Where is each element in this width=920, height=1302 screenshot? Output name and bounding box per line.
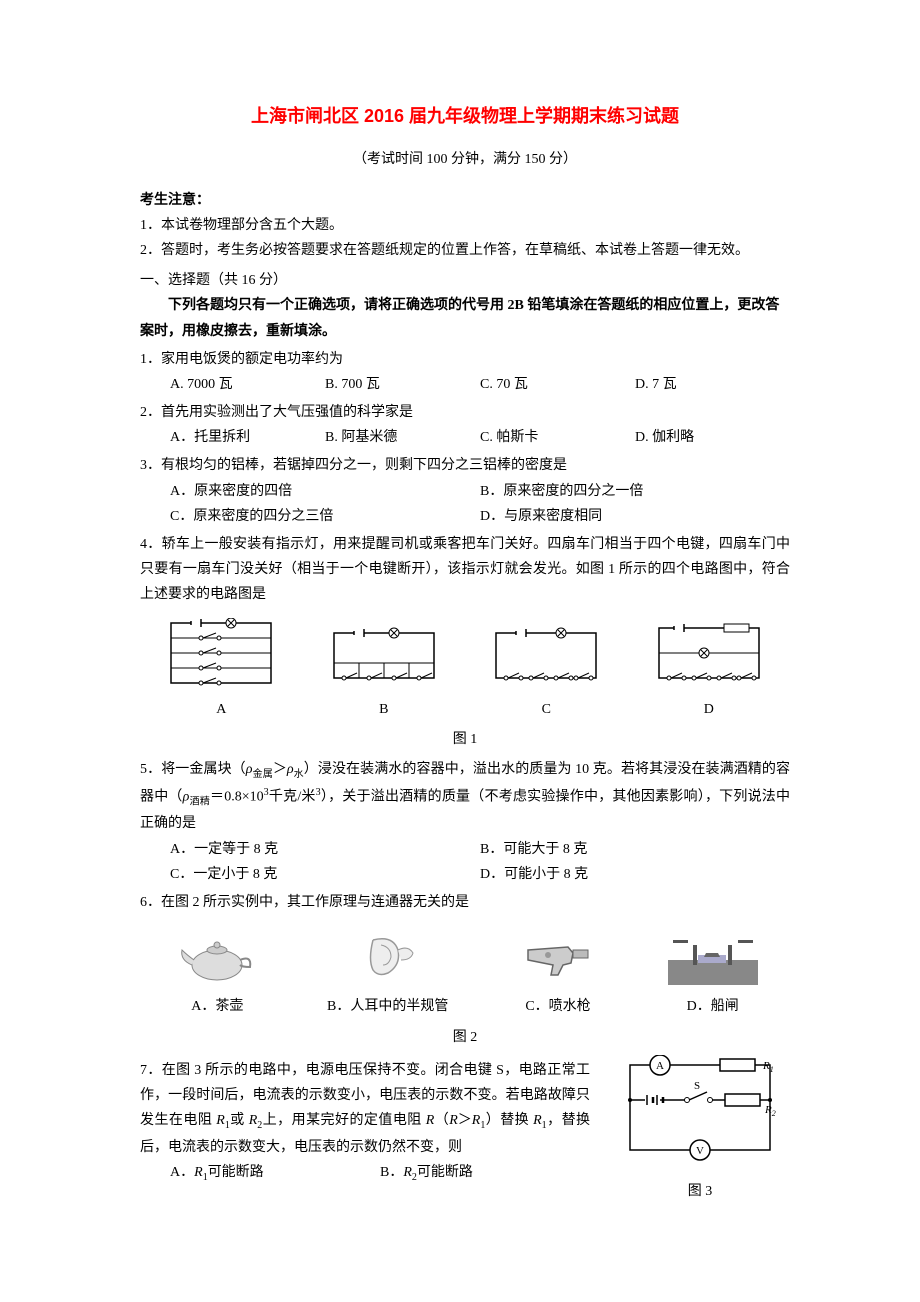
q5-options-row2: C．一定小于 8 克 D．可能小于 8 克: [170, 862, 790, 887]
notice-1: 1．本试卷物理部分含五个大题。: [140, 213, 790, 238]
q6-text: 6．在图 2 所示实例中，其工作原理与连通器无关的是: [140, 890, 790, 915]
page-subtitle: （考试时间 100 分钟，满分 150 分）: [140, 147, 790, 172]
page-title: 上海市闸北区 2016 届九年级物理上学期期末练习试题: [140, 100, 790, 132]
q1-option-d: D. 7 瓦: [635, 372, 790, 397]
q1-option-b: B. 700 瓦: [325, 372, 480, 397]
circuit-d-icon: [649, 618, 769, 688]
q3-text: 3．有根均匀的铝棒，若锯掉四分之一，则剩下四分之三铝棒的密度是: [140, 453, 790, 478]
q6-label-d: D．船闸: [668, 994, 758, 1019]
q5-text: 5．将一金属块（ρ金属＞ρ水）浸没在装满水的容器中，溢出水的质量为 10 克。若…: [140, 757, 790, 836]
q7-container: 7．在图 3 所示的电路中，电源电压保持不变。闭合电键 S，电路正常工作，一段时…: [140, 1055, 790, 1204]
q1-option-c: C. 70 瓦: [480, 372, 635, 397]
q4-fig-d: D: [628, 618, 791, 722]
q5-option-b: B．可能大于 8 克: [480, 837, 790, 862]
q7-figure-label: 图 3: [610, 1179, 790, 1204]
q4-figure-label: 图 1: [140, 727, 790, 752]
q4-text: 4．轿车上一般安装有指示灯，用来提醒司机或乘客把车门关好。四扇车门相当于四个电键…: [140, 532, 790, 608]
q5-options-row1: A．一定等于 8 克 B．可能大于 8 克: [170, 837, 790, 862]
ship-lock-icon: [668, 925, 758, 985]
q4-fig-c: C: [465, 618, 628, 722]
q3-option-a: A．原来密度的四倍: [170, 479, 480, 504]
q2-options: A．托里拆利 B. 阿基米德 C. 帕斯卡 D. 伽利略: [170, 425, 790, 450]
section1-instruction: 下列各题均只有一个正确选项，请将正确选项的代号用 2B 铅笔填涂在答题纸的相应位…: [140, 293, 790, 343]
q3-options-row1: A．原来密度的四倍 B．原来密度的四分之一倍: [170, 479, 790, 504]
q6-item-d: D．船闸: [668, 925, 758, 1019]
q1-options: A. 7000 瓦 B. 700 瓦 C. 70 瓦 D. 7 瓦: [170, 372, 790, 397]
circuit-b-icon: [324, 618, 444, 688]
q1-option-a: A. 7000 瓦: [170, 372, 325, 397]
q2-option-d: D. 伽利略: [635, 425, 790, 450]
q7-option-a: A．R1可能断路: [170, 1160, 380, 1187]
circuit-c-icon: [486, 618, 606, 688]
q4-figures: A B: [140, 618, 790, 722]
q4-label-c: C: [465, 697, 628, 722]
svg-text:V: V: [696, 1145, 704, 1157]
q6-item-c: C．喷水枪: [513, 925, 603, 1019]
q2-option-a: A．托里拆利: [170, 425, 325, 450]
notice-header: 考生注意：: [140, 188, 790, 213]
q3-option-c: C．原来密度的四分之三倍: [170, 504, 480, 529]
svg-text:A: A: [656, 1060, 664, 1072]
q2-text: 2．首先用实验测出了大气压强值的科学家是: [140, 400, 790, 425]
svg-text:R1: R1: [762, 1060, 774, 1074]
q2-option-c: C. 帕斯卡: [480, 425, 635, 450]
svg-text:R2: R2: [764, 1104, 776, 1118]
q6-label-a: A．茶壶: [172, 994, 262, 1019]
q7-figure: A R1 S R2 V: [610, 1055, 790, 1204]
ear-canal-icon: [343, 925, 433, 985]
q3-option-b: B．原来密度的四分之一倍: [480, 479, 790, 504]
q3-option-d: D．与原来密度相同: [480, 504, 790, 529]
q2-option-b: B. 阿基米德: [325, 425, 480, 450]
q7-text: 7．在图 3 所示的电路中，电源电压保持不变。闭合电键 S，电路正常工作，一段时…: [140, 1055, 590, 1204]
q3-options-row2: C．原来密度的四分之三倍 D．与原来密度相同: [170, 504, 790, 529]
q7-circuit-icon: A R1 S R2 V: [615, 1055, 785, 1165]
circuit-a-icon: [161, 618, 281, 688]
q1-text: 1．家用电饭煲的额定电功率约为: [140, 347, 790, 372]
section1-header: 一、选择题（共 16 分）: [140, 268, 790, 293]
q6-item-a: A．茶壶: [172, 925, 262, 1019]
q5-option-d: D．可能小于 8 克: [480, 862, 790, 887]
q6-label-b: B．人耳中的半规管: [327, 994, 448, 1019]
svg-text:S: S: [694, 1080, 700, 1092]
q4-label-a: A: [140, 697, 303, 722]
water-gun-icon: [513, 925, 603, 985]
q4-label-b: B: [303, 697, 466, 722]
q4-label-d: D: [628, 697, 791, 722]
q5-option-c: C．一定小于 8 克: [170, 862, 480, 887]
notice-2: 2．答题时，考生务必按答题要求在答题纸规定的位置上作答，在草稿纸、本试卷上答题一…: [140, 238, 790, 263]
teapot-icon: [172, 925, 262, 985]
q6-label-c: C．喷水枪: [513, 994, 603, 1019]
q5-option-a: A．一定等于 8 克: [170, 837, 480, 862]
q7-option-b: B．R2可能断路: [380, 1160, 590, 1187]
q4-fig-a: A: [140, 618, 303, 722]
q6-figures: A．茶壶 B．人耳中的半规管 C．喷水枪 D．船闸: [140, 925, 790, 1019]
q6-figure-label: 图 2: [140, 1025, 790, 1050]
q6-item-b: B．人耳中的半规管: [327, 925, 448, 1019]
q4-fig-b: B: [303, 618, 466, 722]
